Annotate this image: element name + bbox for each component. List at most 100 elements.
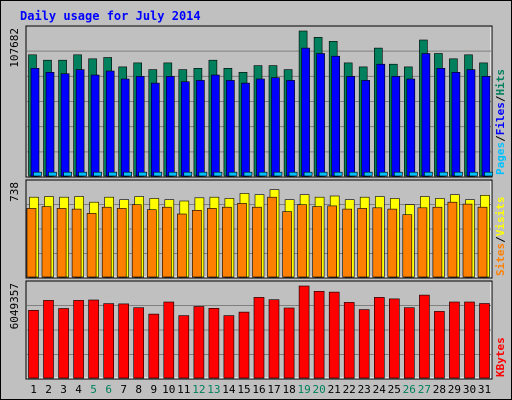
pages-bar [63, 171, 72, 177]
sites-bar [252, 206, 262, 278]
day-label: 19 [297, 383, 310, 396]
sites-bar [282, 211, 292, 278]
pages-bar [288, 171, 298, 177]
files-bar [105, 70, 115, 177]
sites-bar [447, 201, 458, 278]
kbytes-bar [419, 294, 430, 379]
pages-bar [363, 171, 373, 177]
day-label: 21 [328, 383, 341, 396]
files-bar [30, 68, 40, 177]
pages-bar [123, 171, 132, 177]
sites-bar [192, 210, 202, 278]
kbytes-bar [148, 313, 160, 379]
kbytes-bar [343, 302, 355, 379]
day-label: 18 [282, 383, 295, 396]
sites-bar [237, 203, 247, 278]
day-label: 28 [433, 383, 446, 396]
day-label: 14 [222, 383, 236, 396]
kbytes-legend: KBytes [494, 337, 507, 377]
kbytes-bar [373, 297, 385, 379]
files-bar [226, 80, 235, 177]
sites-bar [147, 209, 157, 278]
files-bar [481, 76, 491, 177]
files-bar [151, 82, 160, 177]
hits-files-pages-legend-item: / [494, 95, 507, 102]
visits-sites-legend-item: Visits [494, 197, 507, 237]
files-bar [391, 76, 401, 177]
sites-bar [101, 206, 112, 278]
kbytes-bar [253, 297, 265, 379]
sites-bar [402, 214, 413, 278]
files-bar [135, 76, 145, 177]
files-bar [45, 72, 55, 177]
kbytes-bar [223, 315, 235, 379]
files-bar [211, 74, 220, 177]
hits-files-pages-legend-item: Hits [494, 69, 507, 96]
files-bar [301, 47, 310, 177]
pages-bar [198, 171, 208, 177]
kbytes-bar [193, 306, 205, 379]
day-label: 8 [135, 383, 142, 396]
pages-bar [273, 171, 283, 177]
day-label: 4 [75, 383, 82, 396]
files-bar [256, 78, 265, 177]
pages-bar [183, 171, 193, 177]
files-bar [271, 77, 280, 177]
kbytes-bar [358, 309, 370, 379]
pages-bar [258, 171, 268, 177]
sites-bar [462, 203, 473, 278]
sites-bar [432, 206, 443, 278]
visits-sites-y-max-label: 738 [8, 182, 21, 202]
day-label: 29 [448, 383, 461, 396]
day-label: 23 [358, 383, 371, 396]
day-labels: 1 2 3 4 5 6 7 8 9 10 11 12 13 14 15 16 17 18 19 20 21 22 23 24 2… [30, 383, 491, 396]
pages-bar [484, 171, 493, 177]
sites-bar [312, 206, 322, 278]
kbytes-bar [118, 303, 129, 379]
files-bar [181, 81, 190, 177]
kbytes-bar [449, 301, 460, 379]
pages-bar [393, 171, 403, 177]
files-bar [60, 73, 70, 177]
sites-bar [207, 208, 217, 278]
files-bar [75, 69, 85, 177]
files-bar [421, 53, 431, 177]
day-label: 5 [90, 383, 97, 396]
pages-bar [48, 171, 57, 177]
sites-bar [222, 206, 232, 278]
pages-bar [333, 171, 343, 177]
sites-bar [417, 207, 428, 278]
pages-bar [408, 171, 418, 177]
pages-bar [243, 171, 253, 177]
pages-bar [108, 171, 117, 177]
kbytes-bar [479, 303, 490, 379]
files-bar [451, 72, 461, 177]
sites-bar [26, 208, 37, 278]
files-bar [466, 69, 476, 177]
kbytes-bar [58, 308, 69, 379]
pages-bar [348, 171, 358, 177]
day-label: 15 [237, 383, 250, 396]
sites-bar [86, 213, 97, 278]
kbytes-bar [163, 301, 175, 379]
files-bar [346, 76, 356, 177]
files-bar [376, 63, 386, 177]
pages-bar [93, 171, 102, 177]
day-label: 20 [312, 383, 325, 396]
hits-files-pages-legend-item: Files [494, 102, 507, 135]
pages-bar [33, 171, 42, 177]
files-bar [331, 55, 341, 177]
kbytes-bar [208, 307, 220, 379]
day-label: 2 [45, 383, 52, 396]
files-bar [241, 82, 250, 177]
day-label: 1 [30, 383, 37, 396]
kbytes-bar [28, 309, 39, 379]
kbytes-bar [434, 311, 445, 379]
visits-sites-legend-item: / [494, 236, 507, 243]
day-label: 24 [373, 383, 387, 396]
pages-bar [213, 171, 223, 177]
kbytes-y-max-label: 6049357 [8, 283, 21, 329]
day-label: 11 [177, 383, 190, 396]
